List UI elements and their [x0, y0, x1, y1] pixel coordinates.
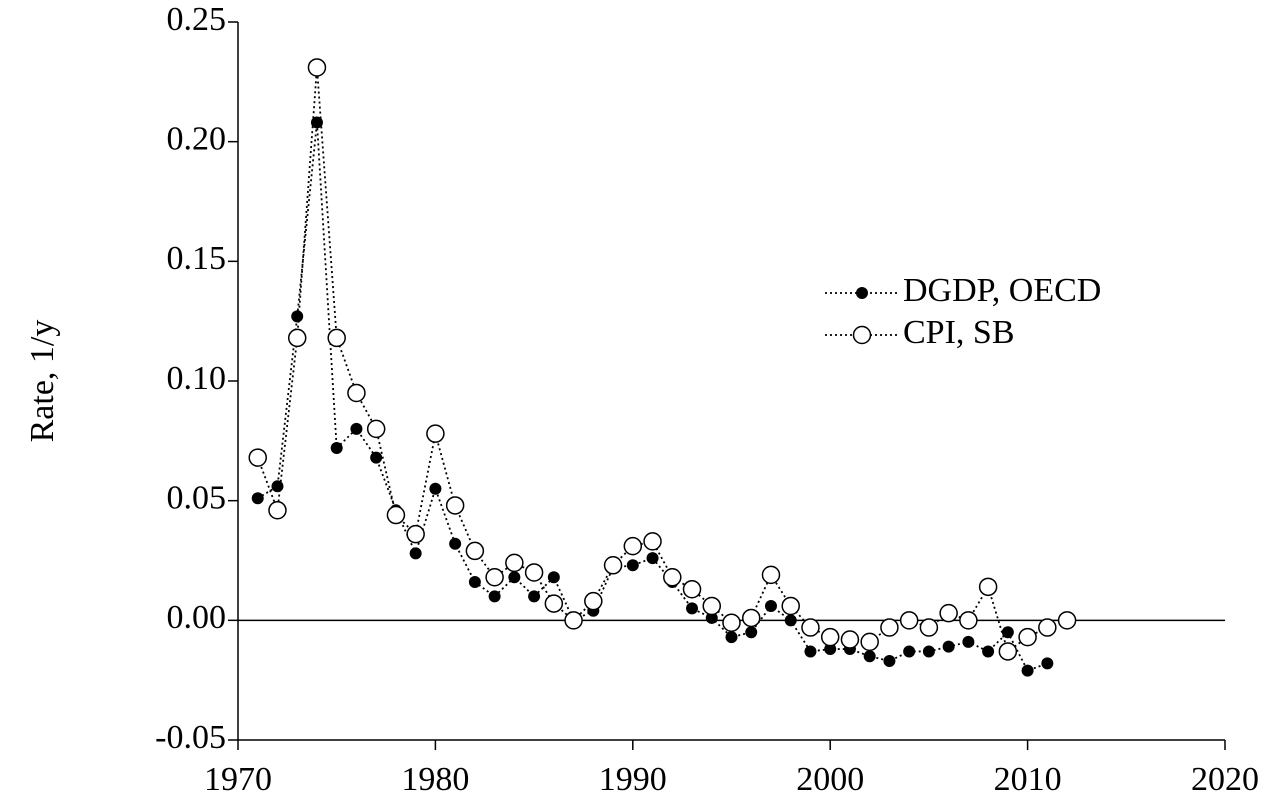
x-tick-label: 1990: [599, 761, 667, 798]
data-point: [962, 635, 975, 648]
data-point: [626, 559, 639, 572]
data-point: [702, 596, 722, 616]
data-point: [919, 618, 939, 637]
data-point: [251, 492, 264, 505]
y-tick-label: 0.20: [167, 120, 227, 157]
data-point: [646, 552, 659, 565]
data-point: [1038, 618, 1057, 637]
y-axis-label: Rate, 1/y: [24, 320, 61, 443]
x-tick-label: 1980: [401, 761, 469, 798]
data-point: [347, 383, 366, 403]
data-point: [824, 643, 837, 656]
data-point: [327, 328, 346, 348]
data-point: [903, 645, 916, 658]
data-point: [268, 500, 287, 520]
data-point: [409, 547, 422, 560]
data-point: [801, 618, 820, 637]
y-tick-label: -0.05: [155, 719, 226, 756]
data-point: [564, 611, 583, 630]
data-point: [741, 608, 761, 628]
data-point: [883, 655, 896, 668]
data-point: [998, 642, 1018, 661]
data-point: [784, 614, 797, 627]
x-tick-label: 2020: [1191, 761, 1259, 798]
data-point: [584, 591, 603, 611]
data-point: [468, 576, 481, 589]
data-point: [663, 568, 682, 587]
x-tick-label: 2010: [994, 761, 1062, 798]
data-point: [307, 58, 327, 77]
data-point: [1021, 664, 1034, 677]
data-point: [603, 556, 623, 575]
data-point: [485, 568, 504, 587]
data-point: [524, 563, 544, 582]
data-point: [643, 532, 662, 551]
data-point: [781, 596, 800, 616]
data-point: [406, 524, 425, 544]
series-line: [257, 122, 1048, 672]
data-point: [544, 594, 564, 613]
data-point: [465, 541, 485, 561]
data-point: [330, 442, 343, 455]
data-point: [287, 328, 307, 348]
data-point: [764, 599, 777, 612]
data-point: [899, 611, 919, 630]
data-point: [445, 496, 465, 515]
data-point: [291, 310, 304, 323]
data-point: [623, 536, 643, 556]
data-point: [248, 448, 267, 467]
legend-marker: [856, 287, 868, 299]
series-line: [256, 67, 1068, 653]
data-point: [860, 632, 879, 652]
data-point: [761, 565, 781, 585]
data-point: [1018, 627, 1037, 647]
data-point: [449, 537, 462, 550]
data-point: [978, 577, 998, 597]
legend-label: DGDP, OECD: [903, 272, 1101, 309]
data-point: [310, 116, 323, 129]
data-point: [880, 618, 899, 637]
data-point: [725, 631, 738, 644]
y-tick-label: 0.05: [167, 479, 227, 516]
data-point: [840, 630, 860, 649]
y-tick-label: 0.10: [167, 360, 227, 397]
data-point: [1041, 657, 1054, 670]
data-point: [982, 645, 995, 658]
data-point: [370, 451, 383, 464]
data-point: [386, 505, 406, 525]
data-point: [528, 590, 541, 603]
data-point: [1001, 626, 1014, 639]
data-point: [922, 645, 935, 658]
legend-label: CPI, SB: [903, 314, 1015, 351]
x-tick-label: 2000: [796, 761, 864, 798]
data-point: [820, 627, 840, 647]
data-point: [939, 603, 958, 623]
x-tick-label: 1970: [204, 761, 272, 798]
legend-marker: [852, 325, 872, 345]
data-point: [488, 590, 501, 603]
data-point: [366, 419, 386, 439]
data-point: [682, 579, 702, 599]
data-point: [426, 424, 445, 443]
data-point: [804, 645, 817, 658]
y-tick-label: 0.00: [167, 599, 227, 636]
data-point: [959, 611, 978, 630]
data-point: [271, 480, 284, 493]
data-point: [942, 640, 955, 653]
data-point: [547, 571, 560, 584]
data-point: [722, 613, 741, 632]
data-point: [429, 482, 442, 495]
data-point: [863, 650, 876, 663]
data-point: [1057, 611, 1077, 630]
data-point: [745, 626, 758, 639]
data-point: [686, 602, 699, 615]
y-tick-label: 0.25: [167, 1, 227, 38]
data-point: [705, 611, 718, 624]
data-point: [350, 422, 363, 435]
data-point: [508, 571, 521, 584]
y-tick-label: 0.15: [167, 240, 227, 277]
data-point: [505, 553, 524, 573]
